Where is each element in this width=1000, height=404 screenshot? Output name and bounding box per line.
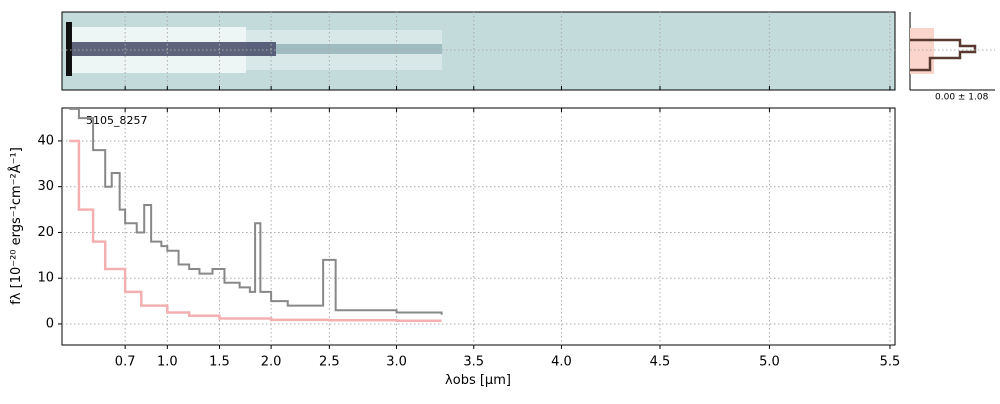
side-label: 0.00 ± 1.08 [935,93,989,103]
x-tick-label: 3.0 [386,355,407,370]
x-axis-label: λobs [μm] [445,373,511,388]
y-tick-label: 40 [37,133,54,148]
x-tick-label: 5.0 [759,355,780,370]
x-tick-label: 2.0 [261,355,282,370]
y-tick-label: 20 [37,225,54,240]
x-tick-label: 1.5 [209,355,230,370]
y-tick-label: 0 [46,316,54,331]
x-tick-label: 0.7 [115,355,136,370]
trace-edge [66,22,72,76]
y-tick-label: 30 [37,179,54,194]
spectrum-line [69,108,443,315]
side-hist [910,38,977,72]
x-tick-label: 3.5 [463,355,484,370]
trace [66,42,276,56]
trace [276,44,442,54]
x-tick-label: 2.5 [319,355,340,370]
y-tick-label: 10 [37,271,54,286]
x-tick-label: 5.5 [880,355,901,370]
x-tick-label: 4.0 [551,355,572,370]
side-panel: 0.00 ± 1.08 [909,12,995,103]
spectrum-2d [61,11,896,91]
y-axis-label: fλ [10⁻²⁰ ergs⁻¹cm⁻²Å⁻¹] [8,147,24,305]
spectrum-line [69,139,442,323]
plot-frame [61,107,896,346]
x-tick-label: 1.0 [157,355,178,370]
annotation: 5105_8257 [86,114,148,127]
x-tick-label: 4.5 [650,355,671,370]
